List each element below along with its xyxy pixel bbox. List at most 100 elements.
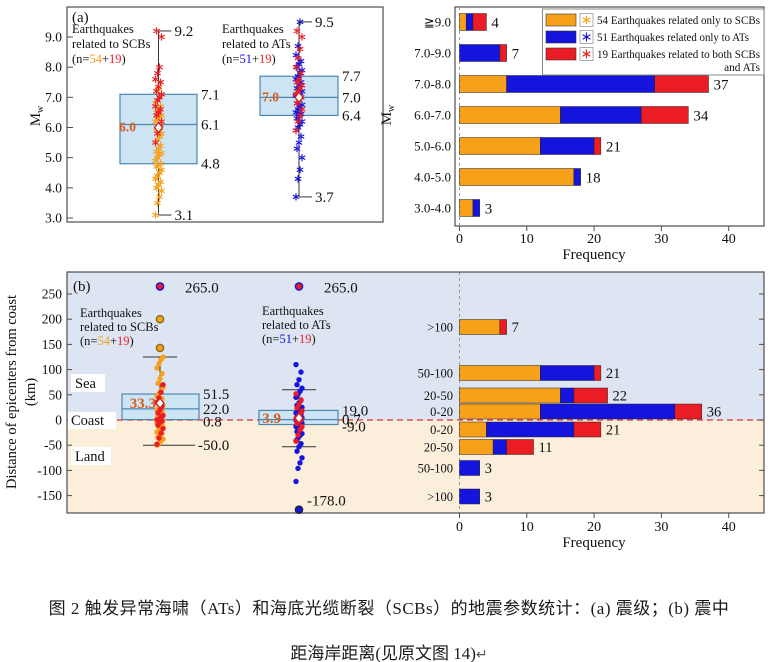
legend-asterisk-icon [582, 32, 591, 42]
bar-total-label: 22 [613, 389, 628, 405]
panel-a-tag: (a) [72, 10, 89, 26]
bar-category-label: 7.0-8.0 [414, 77, 451, 92]
x-tick-label: 20 [587, 232, 601, 247]
bar-segment [593, 137, 602, 155]
x-tick-label: 40 [722, 232, 736, 247]
bar-segment [640, 106, 689, 124]
bar-segment [459, 137, 541, 155]
bar-total-label: 34 [693, 109, 709, 125]
group-title: related to SCBs [80, 320, 159, 334]
bar-total-label: 7 [512, 47, 520, 63]
zone-label-sea: Sea [75, 376, 97, 392]
x-tick-label: 10 [520, 232, 534, 247]
outlier-point [155, 282, 165, 291]
x-tick-label: 40 [722, 520, 736, 535]
bar-total-label: 21 [606, 423, 621, 439]
scatter-point [293, 438, 299, 444]
bar-total-label: 11 [539, 440, 553, 456]
bar-segment [459, 75, 507, 93]
bar-segment [492, 439, 507, 455]
scatter-point [156, 435, 162, 441]
sample-size-label: (n=54+19) [72, 52, 126, 66]
scatter-point-icon [298, 153, 306, 162]
bar-segment [560, 387, 575, 404]
sample-size-label: (n=51+19) [222, 52, 276, 66]
bar-category-label: 50-100 [418, 462, 453, 476]
scatter-point-icon [292, 193, 300, 201]
scatter-point [293, 478, 299, 485]
bar-segment [459, 199, 474, 217]
scatter-point [293, 391, 299, 397]
scatter-point [296, 376, 302, 383]
scatter-point-icon [152, 138, 159, 147]
scatter-point [299, 423, 305, 430]
panel-b-tag: (b) [73, 279, 91, 295]
bar-segment [573, 168, 581, 186]
bar-segment [486, 421, 575, 438]
y-tick-label: 5.0 [45, 150, 62, 165]
bar-segment [499, 319, 507, 335]
bar-segment [573, 421, 602, 438]
axis-label-mw: Mw [28, 105, 46, 126]
panel-a-bars-frame [454, 6, 765, 227]
bar-segment [459, 365, 541, 381]
bar-segment [540, 365, 595, 381]
x-tick-label: 20 [587, 520, 601, 535]
mean-marker [153, 121, 164, 134]
scatter-point-icon [292, 63, 300, 71]
scatter-point-icon [297, 57, 305, 65]
y-tick-label: 200 [42, 312, 63, 327]
bar-segment [540, 137, 595, 155]
bar-category-label: 20-50 [424, 389, 453, 403]
bar-segment [459, 488, 480, 505]
bar-category-label: ≧9.0 [424, 15, 451, 30]
land-background [67, 420, 764, 513]
bar-category-label: 50-100 [418, 367, 453, 381]
bar-segment [459, 421, 487, 438]
outlier-point [294, 505, 304, 515]
sample-size-label: (n=54+19) [80, 334, 134, 348]
scatter-point-icon [156, 63, 163, 71]
scatter-point-icon [293, 27, 301, 35]
legend-asterisk-icon [582, 15, 591, 25]
bar-category-label: 7.0-9.0 [414, 46, 451, 61]
x-tick-label: 0 [456, 520, 463, 535]
bar-category-label: 4.0-5.0 [414, 170, 451, 185]
stat-label-median: 0.7 [342, 413, 361, 429]
mean-marker [294, 411, 304, 425]
bar-segment [506, 75, 655, 93]
scatter-point [159, 370, 165, 377]
y-tick-label: 250 [42, 287, 63, 302]
scatter-point [160, 382, 166, 388]
outlier-point [294, 282, 304, 291]
group-title: related to ATs [222, 37, 291, 51]
scatter-point [293, 361, 299, 368]
scatter-point-icon [154, 69, 161, 77]
bar-total-label: 3 [485, 490, 492, 506]
group-title: Earthquakes [80, 306, 142, 320]
scatter-point-icon [158, 117, 165, 126]
stat-label-mean: 3.9 [262, 411, 281, 427]
stat-label-q1: -9.0 [342, 420, 366, 436]
scatter-point [295, 432, 301, 438]
x-tick-label: 30 [654, 520, 668, 535]
stat-label-whisker-low: -50.0 [198, 438, 229, 454]
caption-line-1: 图 2 触发异常海啸（ATs）和海底光缆断裂（SCBs）的地震参数统计：(a) … [48, 599, 730, 618]
scatter-point-icon [297, 69, 305, 77]
bar-segment [459, 460, 480, 476]
group-title: Earthquakes [222, 22, 284, 36]
scatter-point-icon [296, 45, 304, 53]
bar-segment [465, 13, 474, 31]
bar-segment [459, 44, 501, 62]
axis-label-mw: Mw [379, 104, 397, 125]
y-tick-label: 4.0 [45, 180, 62, 195]
scatter-point-icon [294, 175, 302, 183]
bar-segment [499, 44, 507, 62]
scatter-point [158, 430, 164, 436]
legend-entry-label2: and ATs [724, 62, 760, 74]
scatter-point [299, 408, 305, 414]
scatter-point [299, 385, 305, 391]
legend-box [542, 8, 765, 76]
bar-total-label: 21 [606, 366, 621, 382]
scatter-point-icon [293, 144, 301, 153]
